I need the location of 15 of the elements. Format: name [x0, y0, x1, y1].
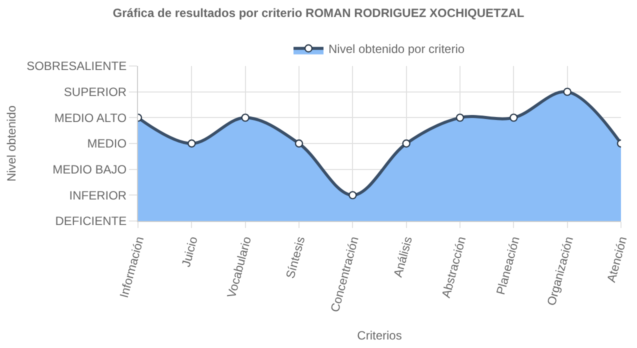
legend-label: Nivel obtenido por criterio: [328, 42, 465, 56]
x-tick-label: Juicio: [178, 234, 200, 268]
category-label: SUPERIOR: [64, 85, 127, 100]
category-label: DEFICIENTE: [55, 214, 127, 228]
text: Nivel obtenido: [4, 105, 18, 182]
category-label: MEDIO: [87, 136, 127, 151]
x-tick-label: Síntesis: [283, 235, 308, 280]
x-axis-title: Criterios: [357, 328, 402, 342]
category-label: MEDIO BAJO: [52, 162, 127, 177]
x-tick-label: Atención: [604, 235, 630, 284]
category-label: SOBRESALIENTE: [26, 59, 127, 74]
chart-title: Gráfica de resultados por criterio ROMAN RODRIGUEZ XOCHIQUETZAL: [112, 6, 524, 20]
x-tick-label: Análisis: [390, 235, 416, 279]
category-label: INFERIOR: [69, 188, 127, 202]
category-label: MEDIO ALTO: [54, 110, 127, 125]
